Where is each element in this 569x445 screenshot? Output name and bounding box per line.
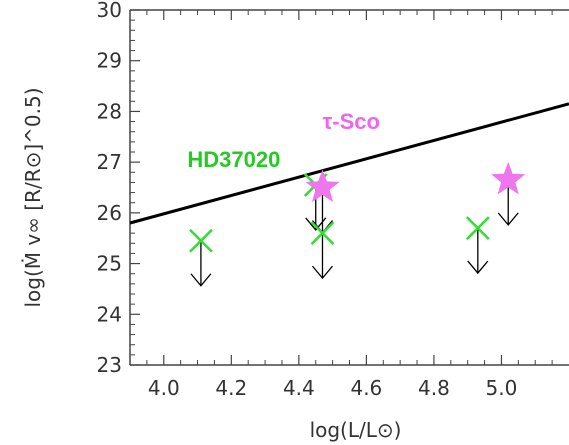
y-tick-label: 23 (97, 353, 122, 377)
y-axis-title: log(Ṁ v∞ [R/R⊙]^0.5) (21, 87, 45, 307)
upper-limit-arrowhead (467, 260, 489, 275)
y-tick-label: 30 (97, 0, 122, 22)
upper-limit-arrowhead (311, 265, 333, 280)
annotation-label: τ-Sco (322, 109, 380, 134)
y-tick-label: 25 (97, 252, 122, 276)
axes: 23 24 25 26 27 28 29 30 4.0 4.2 4.4 4.6 4.8 5.0 log(L/… (21, 0, 569, 442)
annotation-label: HD37020 (187, 147, 280, 172)
y-tick-label: 24 (97, 302, 122, 326)
fit-line-layer (129, 102, 569, 225)
x-tick-label: 4.0 (148, 376, 180, 400)
fit-line (129, 102, 569, 225)
x-marker-stroke (310, 221, 335, 246)
y-tick-label: 28 (97, 99, 122, 123)
x-marker-stroke (189, 228, 213, 253)
x-marker-stroke (465, 216, 490, 240)
y-tick-label: 26 (97, 201, 122, 225)
markers-layer (189, 161, 526, 287)
y-tick-label: 27 (97, 150, 122, 174)
x-marker (465, 216, 490, 240)
x-tick-label: 4.6 (350, 376, 382, 400)
upper-limit-arrowhead (497, 212, 519, 226)
labels-layer: HD37020 τ-Sco (187, 109, 380, 172)
x-tick-label: 4.2 (215, 376, 247, 400)
x-marker (310, 221, 335, 246)
y-tick-label: 29 (97, 49, 122, 73)
x-tick-label: 4.4 (283, 376, 315, 400)
star-marker (305, 169, 340, 203)
x-tick-label: 5.0 (486, 376, 518, 400)
star-marker (491, 161, 526, 195)
x-marker (189, 228, 213, 253)
x-axis-title: log(L/L⊙) (310, 418, 402, 442)
upper-limit-arrowhead (190, 273, 212, 287)
x-tick-label: 4.8 (418, 376, 450, 400)
